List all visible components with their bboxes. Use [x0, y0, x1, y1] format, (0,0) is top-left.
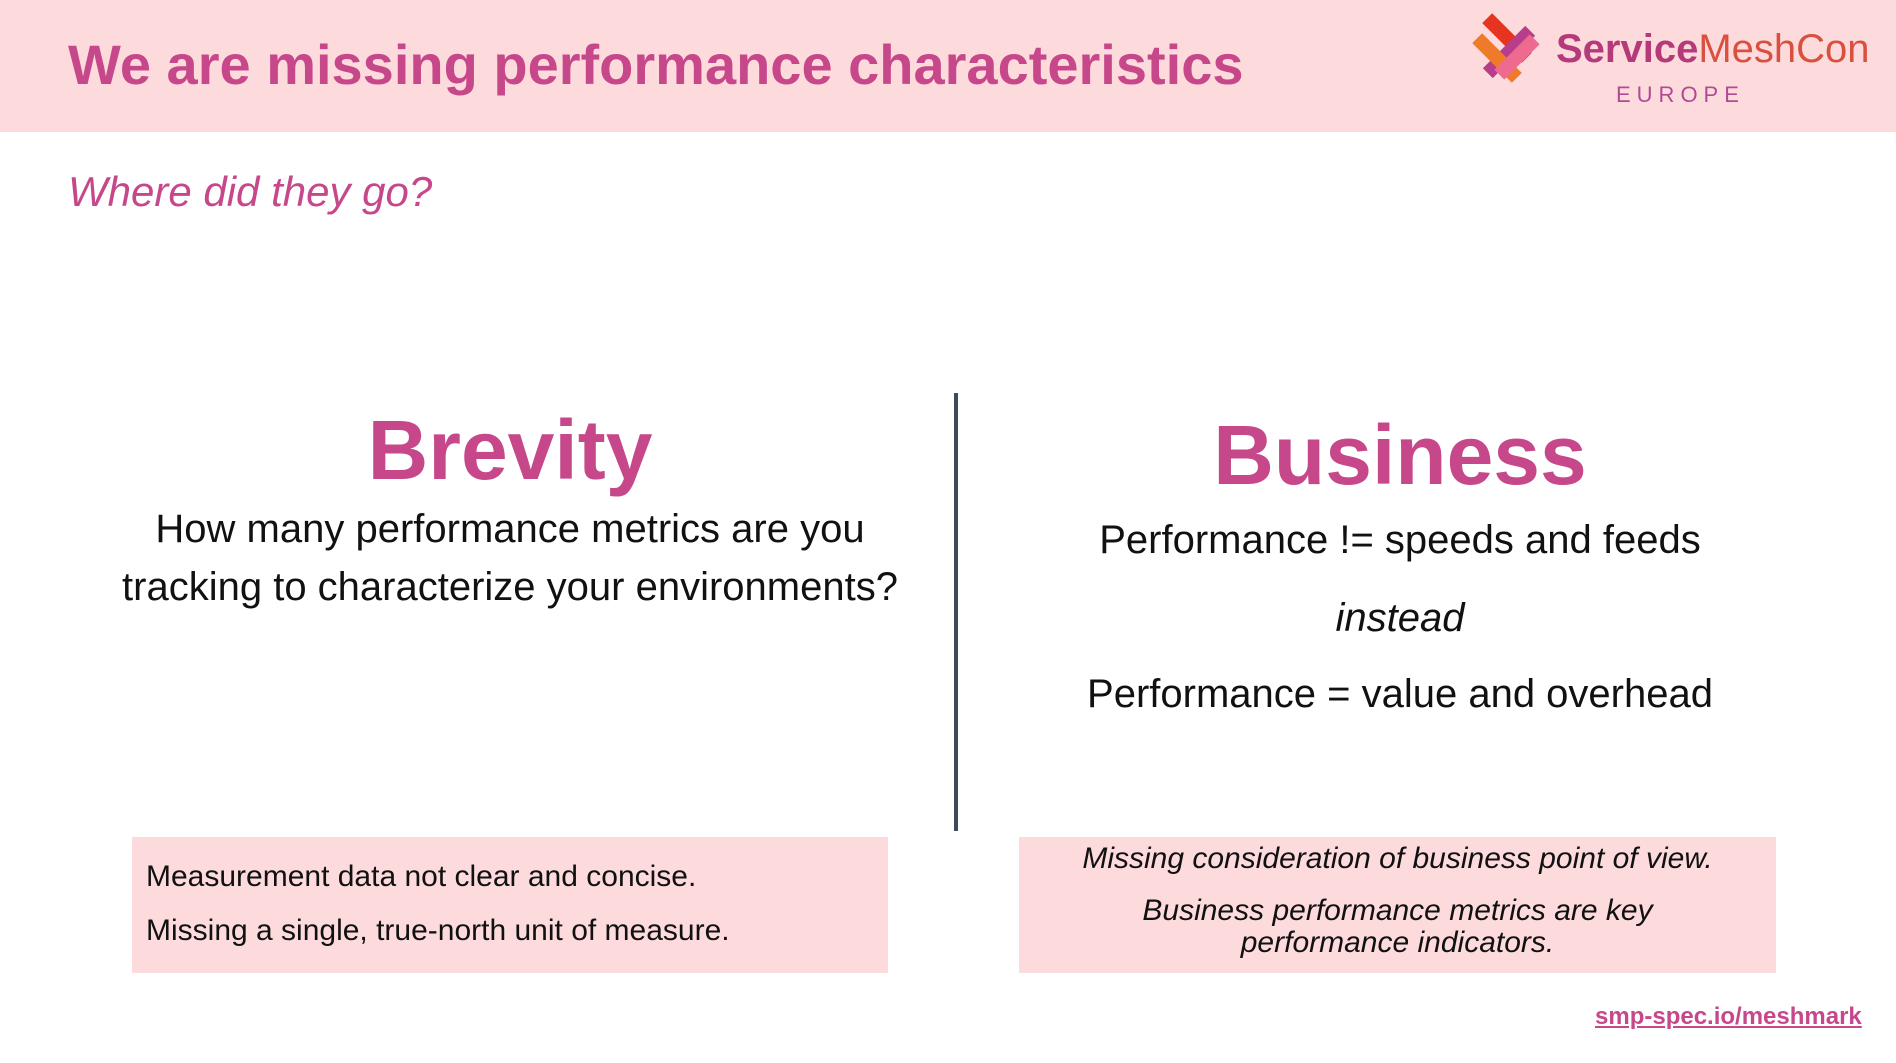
brevity-note: Missing a single, true-north unit of mea… [146, 914, 730, 947]
business-notes-box: Missing consideration of business point … [1019, 837, 1776, 973]
business-line-2: instead [1335, 596, 1465, 640]
slide-subtitle: Where did they go? [68, 168, 433, 215]
brevity-note: Measurement data not clear and concise. [146, 860, 697, 893]
business-heading: Business [1213, 408, 1587, 502]
business-line-3: Performance = value and overhead [1087, 672, 1713, 716]
logo-mark-icon [1472, 13, 1540, 83]
business-note: Business performance metrics are key per… [1142, 894, 1653, 959]
brevity-heading: Brevity [367, 403, 653, 497]
brevity-notes-box: Measurement data not clear and concise. … [132, 837, 888, 973]
brevity-column: Brevity How many performance metrics are… [120, 400, 900, 616]
slide-header: We are missing performance characteristi… [0, 0, 1896, 132]
brevity-body: How many performance metrics are you tra… [122, 507, 898, 609]
logo-brand-light: MeshCon [1698, 27, 1870, 71]
logo-region: EUROPE [1616, 82, 1745, 107]
business-note: Missing consideration of business point … [1082, 842, 1713, 875]
business-column: Business Performance != speeds and feeds… [990, 405, 1810, 723]
logo-brand-bold: Service [1556, 27, 1699, 71]
business-line-1: Performance != speeds and feeds [1099, 518, 1701, 562]
column-divider [954, 393, 958, 831]
meshmark-link[interactable]: smp-spec.io/meshmark [1595, 1003, 1862, 1030]
servicemeshcon-logo: ServiceMeshCon EUROPE [1470, 12, 1890, 112]
slide-title: We are missing performance characteristi… [68, 33, 1244, 96]
